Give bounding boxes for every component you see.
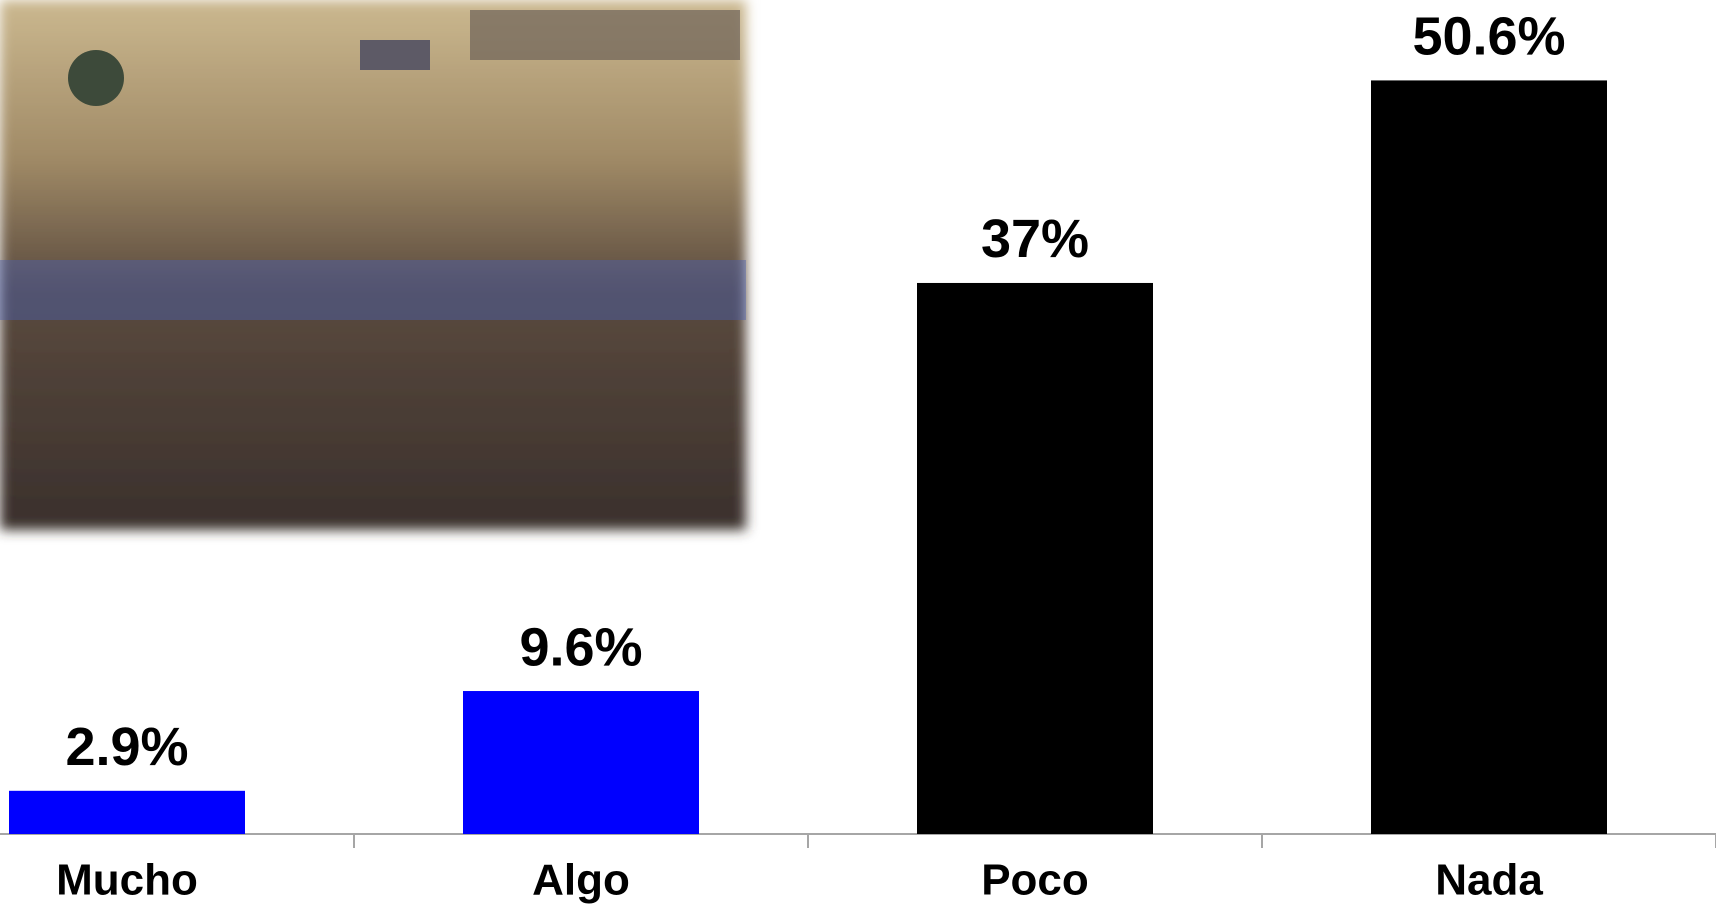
bar: [917, 282, 1153, 834]
x-tick-label: Algo: [532, 856, 630, 905]
x-tick-label: Poco: [981, 856, 1089, 905]
x-tick-label: Nada: [1435, 856, 1543, 905]
bar: [9, 790, 245, 834]
photo: [0, 0, 746, 530]
bar: [463, 691, 699, 834]
bar: [1371, 80, 1607, 834]
value-label: 2.9%: [65, 717, 188, 777]
value-label: 37%: [981, 209, 1089, 269]
value-label: 9.6%: [519, 617, 642, 677]
x-tick-label: Mucho: [56, 856, 198, 905]
value-label: 50.6%: [1412, 7, 1565, 67]
